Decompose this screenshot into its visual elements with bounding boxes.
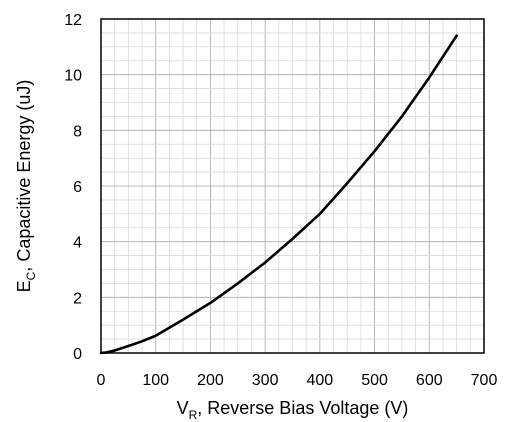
x-tick-label: 700	[471, 372, 498, 389]
x-tick-label: 600	[416, 372, 443, 389]
y-axis-title-rest: , Capacitive Energy (uJ)	[14, 80, 34, 272]
tick-labels: 0 100 200 300 400 500 600 700 0 2 4 6 8 10 12	[64, 12, 497, 389]
y-tick-label: 10	[64, 68, 82, 85]
series-line-0	[99, 34, 458, 355]
x-tick-label: 400	[307, 372, 334, 389]
x-tick-label: 200	[197, 372, 224, 389]
y-tick-label: 6	[73, 179, 82, 196]
y-tick-label: 8	[73, 123, 82, 140]
x-axis-title-rest: , Reverse Bias Voltage (V)	[197, 398, 408, 418]
y-tick-label: 4	[73, 235, 82, 252]
x-tick-label: 100	[142, 372, 169, 389]
x-tick-label: 0	[97, 372, 106, 389]
y-axis-title-main: E	[14, 280, 34, 292]
x-axis-title: VR, Reverse Bias Voltage (V)	[177, 398, 409, 422]
y-axis-title-sub: C	[24, 271, 38, 280]
x-tick-label: 500	[361, 372, 388, 389]
x-axis-title-sub: R	[189, 408, 198, 422]
grid	[101, 19, 484, 353]
y-axis-title: EC, Capacitive Energy (uJ)	[14, 80, 38, 293]
x-tick-label: 300	[252, 372, 279, 389]
y-tick-label: 2	[73, 290, 82, 307]
y-tick-label: 0	[73, 346, 82, 363]
x-axis-title-main: V	[177, 398, 189, 418]
series	[99, 34, 458, 355]
y-tick-label: 12	[64, 12, 82, 29]
plot-frame	[100, 18, 485, 354]
